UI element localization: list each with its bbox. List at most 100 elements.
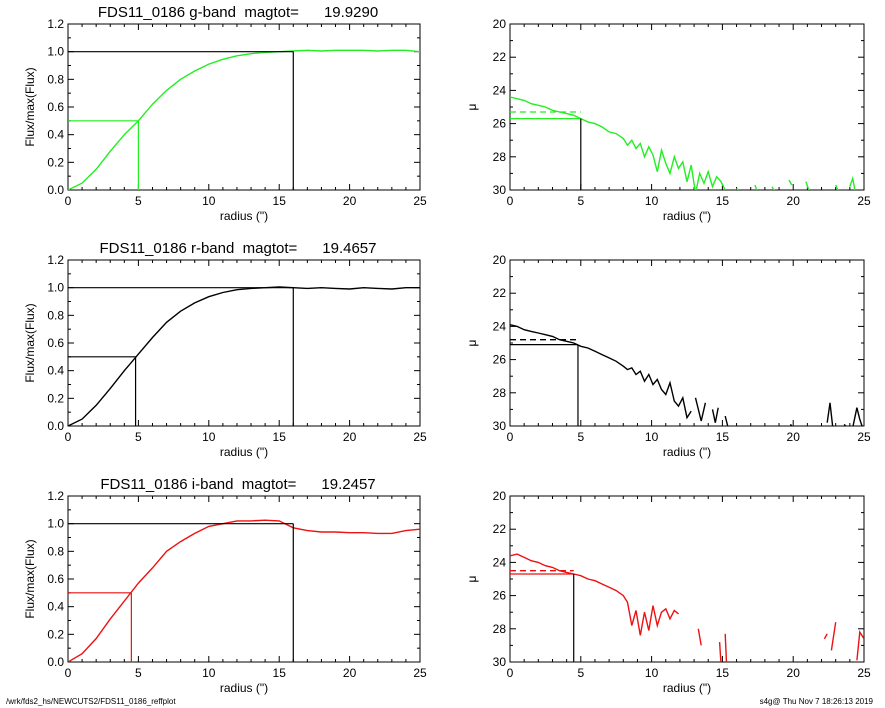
surface-brightness-line	[510, 324, 692, 420]
data-layer	[68, 519, 420, 662]
growth-curve-line	[68, 286, 420, 426]
x-tick-label: 5	[135, 194, 142, 208]
plot-frame	[509, 259, 865, 427]
x-tick-label: 20	[787, 430, 801, 444]
y-tick-label: 1.2	[47, 17, 64, 31]
x-axis-label: radius (")	[220, 681, 268, 695]
y-tick-label: 0.6	[47, 572, 64, 586]
surface-brightness-line	[826, 402, 834, 426]
x-tick-label: 0	[507, 666, 514, 680]
x-tick-label: 10	[645, 430, 659, 444]
surface-brightness-line	[830, 622, 837, 651]
x-axis-label: radius (")	[220, 445, 268, 459]
x-tick-label: 20	[343, 194, 357, 208]
surface-brightness-line	[835, 184, 839, 190]
surface-brightness-line	[843, 423, 847, 426]
y-tick-label: 22	[493, 522, 507, 536]
x-tick-label: 15	[273, 666, 287, 680]
y-axis-label: Flux/max(Flux)	[23, 303, 37, 382]
surface-brightness-line	[805, 181, 810, 190]
y-tick-label: 20	[493, 253, 507, 267]
y-tick-label: 0.0	[47, 183, 64, 197]
y-tick-label: 0.0	[47, 655, 64, 669]
y-tick-label: 26	[493, 589, 507, 603]
x-tick-label: 10	[645, 194, 659, 208]
y-tick-label: 26	[493, 353, 507, 367]
x-tick-label: 0	[65, 430, 72, 444]
x-axis-label: radius (")	[663, 445, 711, 459]
plot-frame	[67, 259, 421, 427]
x-tick-label: 5	[577, 430, 584, 444]
chart-panel-5: 0 5 10 15 20 25 0.0 0.2 0.4 0.6 0.8 1.0 1.2 radius ("…	[23, 476, 427, 695]
y-tick-label: 1.0	[47, 517, 64, 531]
data-layer	[68, 49, 420, 190]
y-tick-label: 0.8	[47, 308, 64, 322]
surface-brightness-line	[754, 184, 758, 190]
y-tick-label: 28	[493, 150, 507, 164]
y-tick-label: 22	[493, 286, 507, 300]
chart-panel-3: 0 5 10 15 20 25 0.0 0.2 0.4 0.6 0.8 1.0 1.2 radius ("…	[23, 240, 427, 459]
x-tick-label: 5	[135, 430, 142, 444]
surface-brightness-line	[697, 628, 702, 646]
surface-brightness-line	[849, 175, 856, 190]
y-tick-label: 1.0	[47, 45, 64, 59]
y-tick-label: 24	[493, 83, 507, 97]
x-tick-label: 25	[413, 194, 427, 208]
surface-brightness-line	[510, 96, 726, 190]
footer-file-path: /wrk/fds2_hs/NEWCUTS2/FDS11_0186_reffplo…	[6, 697, 176, 706]
x-tick-label: 15	[273, 430, 287, 444]
surface-brightness-line	[724, 633, 728, 662]
x-tick-label: 25	[857, 194, 871, 208]
y-tick-label: 0.2	[47, 627, 64, 641]
data-layer	[510, 553, 864, 662]
x-tick-label: 0	[507, 430, 514, 444]
x-tick-label: 15	[716, 194, 730, 208]
y-tick-label: 0.4	[47, 600, 64, 614]
x-tick-label: 0	[65, 194, 72, 208]
x-tick-label: 15	[716, 666, 730, 680]
surface-brightness-line	[711, 407, 719, 423]
x-tick-label: 15	[716, 430, 730, 444]
data-layer	[68, 286, 420, 426]
y-tick-label: 1.2	[47, 253, 64, 267]
x-tick-label: 10	[202, 194, 216, 208]
surface-brightness-line	[718, 642, 722, 662]
chart-panel-1: 0 5 10 15 20 25 0.0 0.2 0.4 0.6 0.8 1.0 1.2 radius ("…	[23, 4, 427, 223]
y-tick-label: 20	[493, 489, 507, 503]
x-tick-label: 10	[645, 666, 659, 680]
growth-curve-line	[68, 49, 420, 190]
y-tick-label: 0.4	[47, 128, 64, 142]
y-tick-label: 22	[493, 50, 507, 64]
x-tick-label: 25	[413, 666, 427, 680]
growth-curve-line	[68, 519, 420, 662]
x-tick-label: 15	[273, 194, 287, 208]
chart-panel-4: 0 5 10 15 20 25 20 22 24 26 28 30 radius (") μ	[465, 253, 871, 459]
y-tick-label: 0.6	[47, 100, 64, 114]
y-tick-label: 30	[493, 183, 507, 197]
plot-frame	[509, 23, 865, 191]
x-tick-label: 5	[577, 666, 584, 680]
x-tick-label: 5	[577, 194, 584, 208]
x-tick-label: 10	[202, 666, 216, 680]
x-axis-label: radius (")	[663, 209, 711, 223]
surface-brightness-line	[823, 633, 828, 640]
surface-brightness-line	[724, 415, 729, 426]
chart-title: FDS11_0186 r-band magtot= 19.4657	[100, 240, 377, 257]
chart-panel-6: 0 5 10 15 20 25 20 22 24 26 28 30 radius (") μ	[465, 489, 871, 695]
plot-frame	[67, 23, 421, 191]
surface-brightness-line	[510, 553, 679, 636]
chart-title: FDS11_0186 i-band magtot= 19.2457	[100, 476, 375, 493]
x-tick-label: 20	[787, 666, 801, 680]
y-tick-label: 1.0	[47, 281, 64, 295]
x-tick-label: 25	[857, 430, 871, 444]
data-layer	[510, 324, 863, 426]
x-tick-label: 0	[65, 666, 72, 680]
y-tick-label: 30	[493, 419, 507, 433]
y-tick-label: 20	[493, 17, 507, 31]
y-tick-label: 30	[493, 655, 507, 669]
y-tick-label: 0.2	[47, 391, 64, 405]
surface-brightness-line	[852, 407, 863, 426]
x-axis-label: radius (")	[663, 681, 711, 695]
surface-brightness-line	[694, 397, 707, 422]
